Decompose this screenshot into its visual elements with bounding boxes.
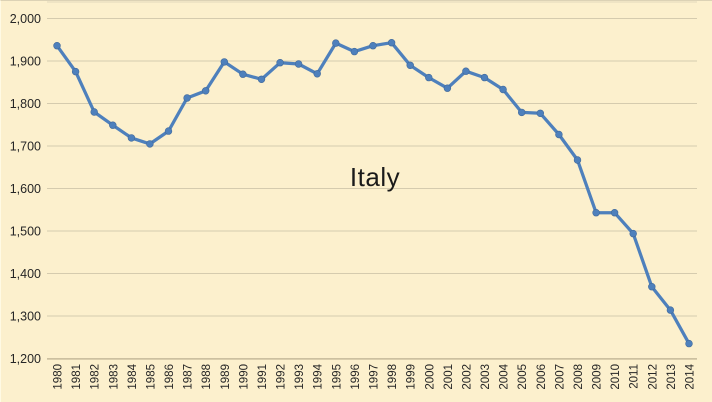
x-axis-tick-label: 1999: [406, 364, 418, 390]
x-axis-tick-label: 2002: [461, 364, 473, 390]
data-point-marker: [666, 306, 675, 314]
data-point-marker: [276, 58, 284, 67]
x-axis-tick-label: 1996: [350, 364, 362, 390]
data-point-marker: [387, 38, 396, 47]
x-axis-tick-label: 1980: [53, 364, 65, 390]
x-axis-tick-label: 1995: [331, 364, 343, 390]
x-axis-tick-label: 2011: [629, 364, 641, 389]
x-axis-tick-label: 2010: [610, 364, 622, 390]
data-point-marker: [648, 283, 656, 291]
x-axis-tick-label: 2005: [517, 364, 529, 390]
x-axis-tick-label: 1993: [294, 364, 306, 390]
data-point-marker: [90, 108, 98, 116]
data-point-marker: [499, 85, 507, 94]
data-point-marker: [610, 209, 619, 217]
data-point-marker: [71, 67, 80, 76]
x-axis-tick-label: 1985: [145, 364, 157, 390]
data-point-marker: [332, 39, 340, 47]
data-point-marker: [685, 339, 693, 348]
data-point-marker: [517, 108, 526, 117]
x-axis-tick-label: 1989: [220, 364, 232, 390]
x-axis-tick-label: 2007: [554, 364, 566, 390]
y-axis-tick-label: 1,300: [10, 310, 41, 324]
data-point-marker: [573, 156, 582, 164]
x-axis-tick-label: 2014: [685, 363, 697, 389]
y-axis-tick-label: 1,600: [10, 182, 41, 196]
x-axis-tick-label: 2001: [443, 364, 455, 390]
data-point-marker: [127, 134, 136, 142]
x-axis-tick-label: 2004: [499, 363, 511, 389]
x-axis-tick-label: 1992: [276, 364, 288, 390]
x-axis-tick-label: 2000: [424, 364, 436, 390]
x-axis-tick-label: 1998: [387, 364, 399, 390]
x-axis-tick-label: 1986: [164, 364, 176, 390]
data-point-marker: [257, 75, 266, 84]
data-point-marker: [369, 41, 377, 50]
x-axis-tick-label: 1981: [71, 364, 83, 390]
y-axis-tick-label: 1,900: [10, 55, 41, 69]
y-axis-tick-label: 1,200: [10, 352, 41, 366]
data-point-marker: [164, 127, 173, 135]
data-point-marker: [294, 60, 303, 68]
x-axis-tick-label: 2006: [536, 364, 548, 390]
data-point-marker: [220, 58, 229, 66]
x-axis-tick-label: 1997: [369, 364, 381, 390]
data-point-marker: [239, 70, 247, 78]
data-point-marker: [462, 67, 470, 75]
data-point-marker: [146, 140, 154, 148]
x-axis-tick-label: 1991: [257, 364, 269, 390]
x-axis-tick-label: 2012: [647, 364, 659, 390]
data-point-marker: [183, 94, 191, 102]
x-axis-tick-label: 2013: [666, 364, 678, 390]
data-point-marker: [592, 209, 600, 217]
y-axis-tick-label: 1,500: [10, 225, 41, 239]
x-axis-tick-label: 1983: [108, 364, 120, 390]
data-point-marker: [536, 109, 544, 118]
y-axis-tick-label: 2,000: [10, 12, 41, 26]
data-point-marker: [443, 84, 452, 92]
data-point-marker: [53, 41, 61, 50]
y-axis-tick-label: 1,400: [10, 267, 41, 281]
x-axis-tick-label: 2009: [592, 364, 604, 390]
data-point-marker: [629, 229, 637, 238]
data-point-marker: [350, 47, 359, 56]
data-point-marker: [555, 130, 563, 139]
x-axis-tick-label: 2008: [573, 364, 585, 390]
x-axis-tick-label: 2003: [480, 364, 492, 390]
data-point-marker: [425, 73, 433, 82]
x-axis-tick-label: 1990: [238, 364, 250, 390]
data-point-marker: [109, 121, 117, 129]
y-axis-tick-label: 1,700: [10, 140, 41, 154]
series-label-italy: Italy: [349, 162, 401, 192]
x-axis-tick-label: 1982: [90, 364, 102, 390]
x-axis-tick-label: 1994: [313, 363, 325, 389]
x-axis-tick-label: 1987: [183, 364, 195, 390]
data-point-marker: [313, 70, 321, 78]
data-point-marker: [480, 73, 489, 82]
y-axis-tick-label: 1,800: [10, 97, 41, 111]
x-axis-tick-label: 1984: [127, 363, 139, 389]
data-point-marker: [202, 87, 210, 95]
x-axis-tick-label: 1988: [201, 364, 213, 390]
data-point-marker: [406, 61, 414, 70]
